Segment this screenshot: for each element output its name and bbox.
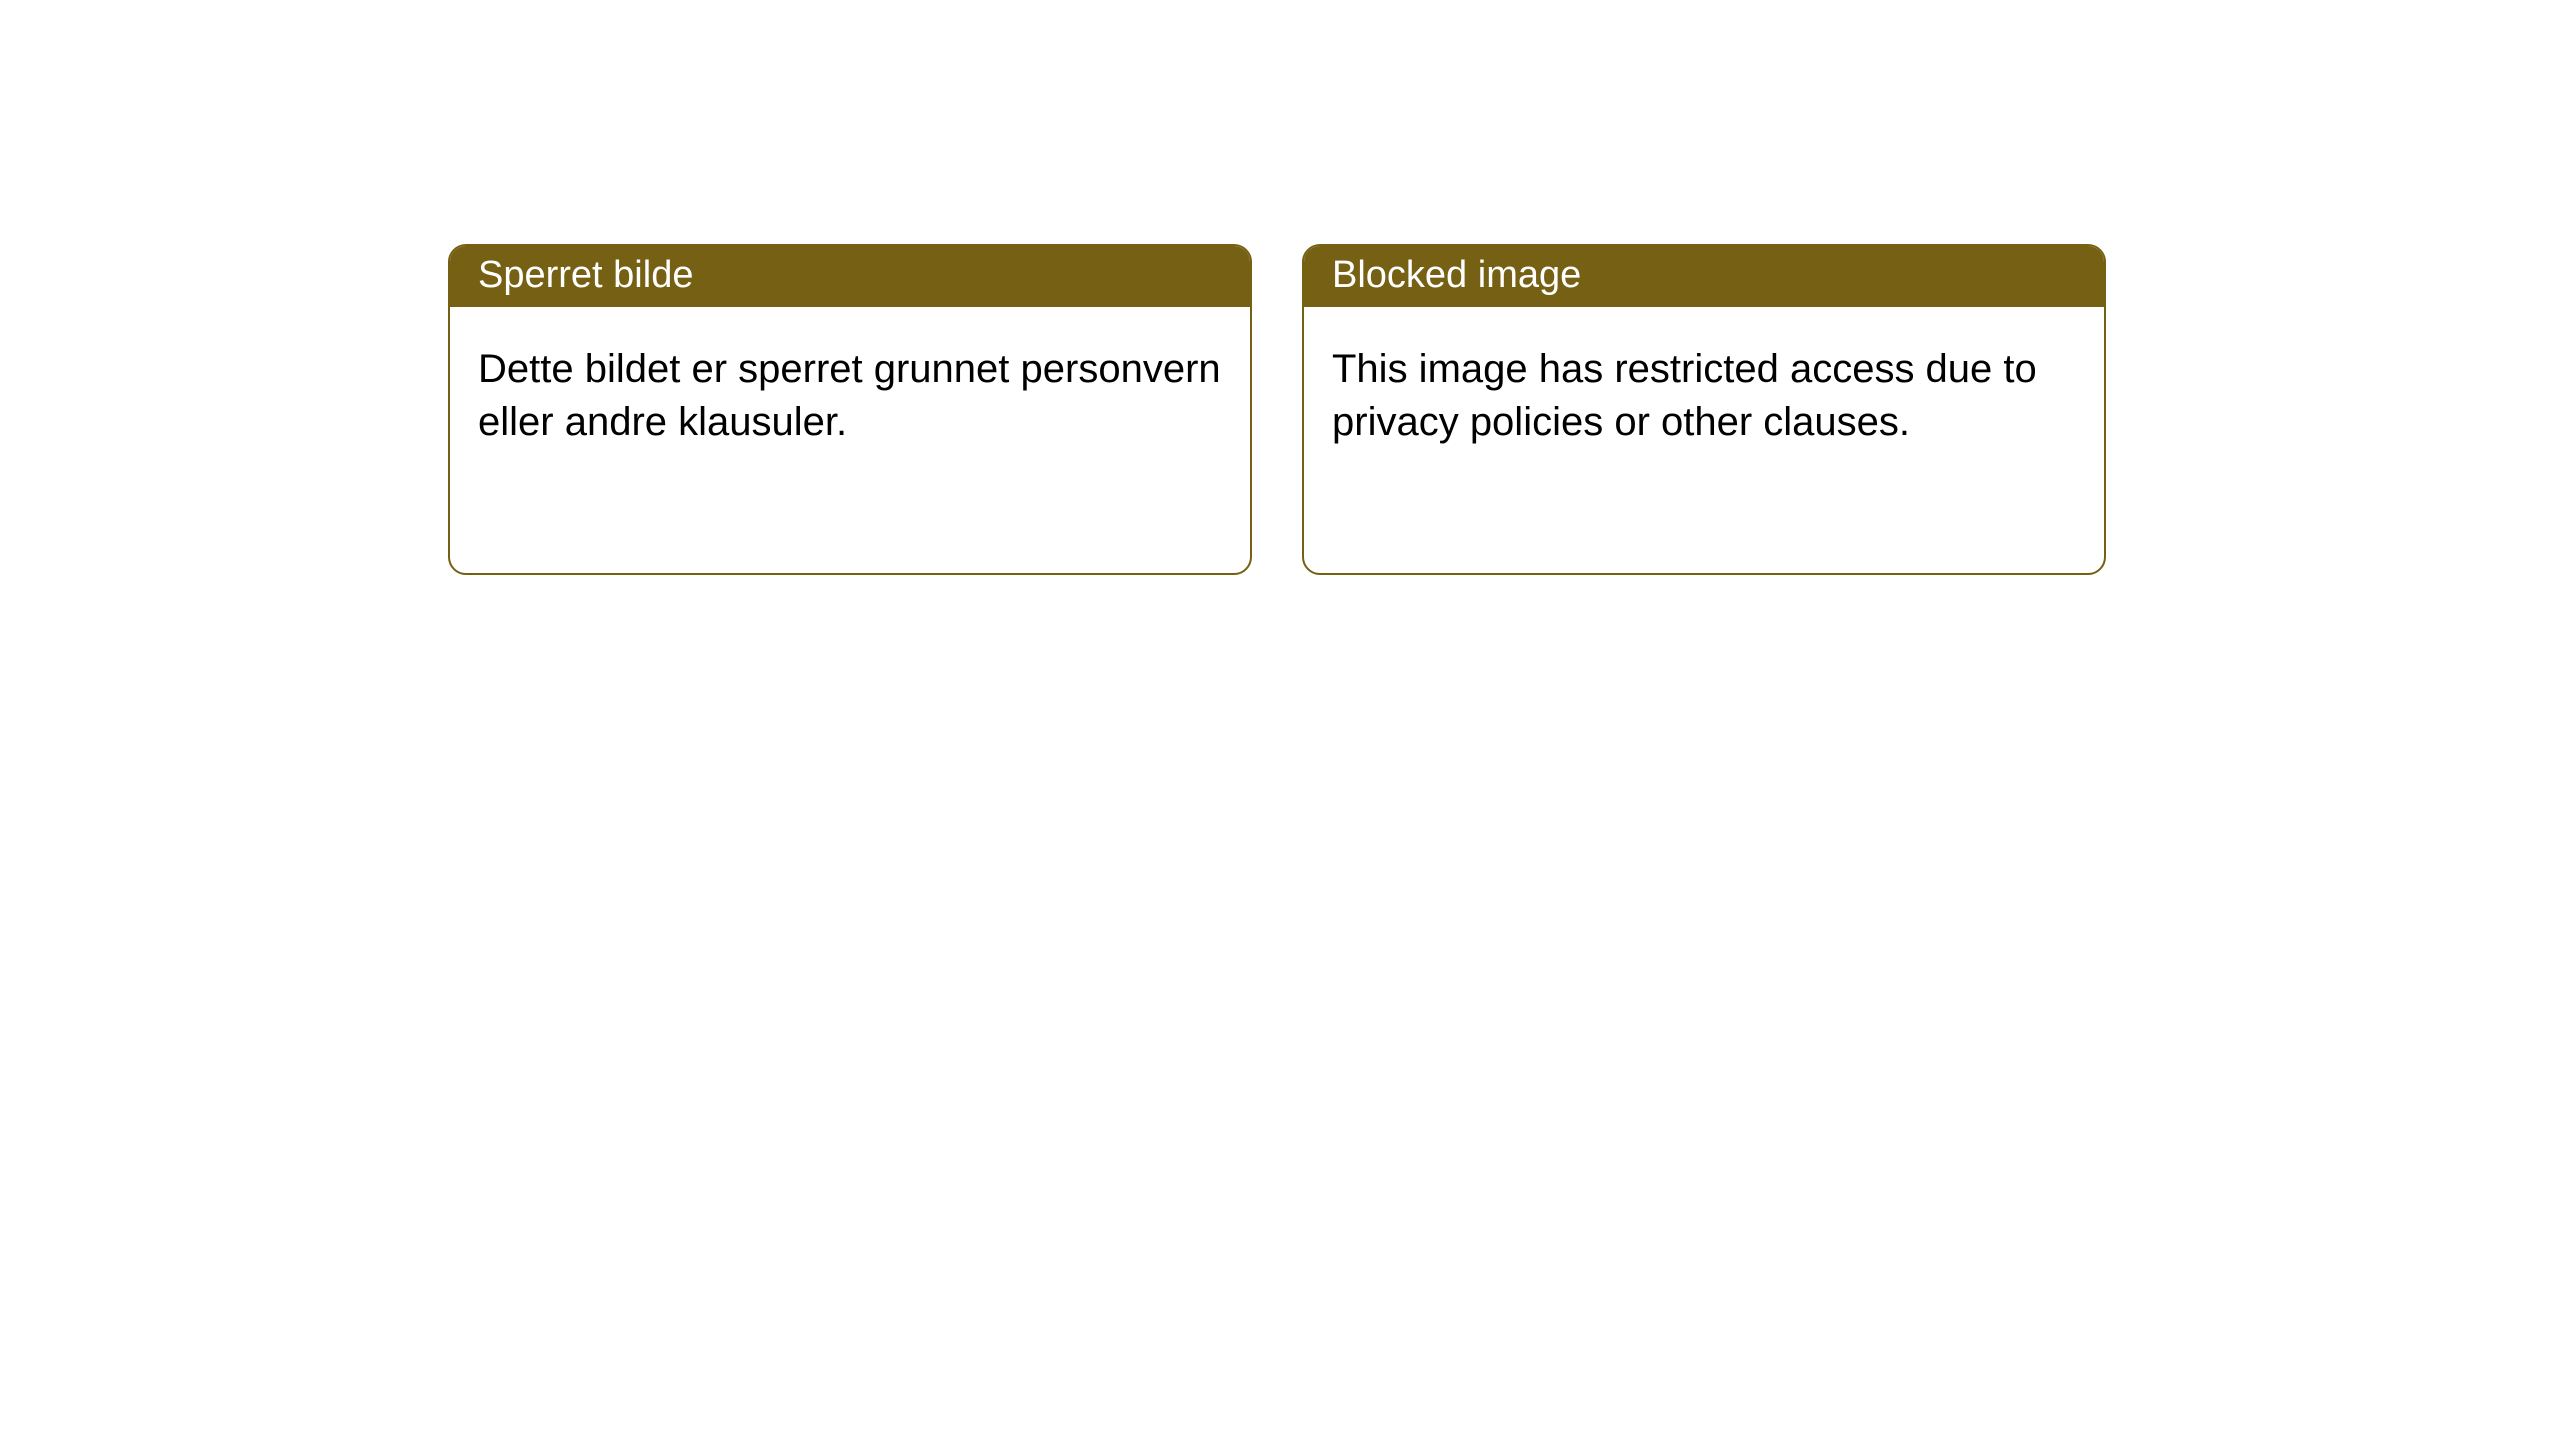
card-header: Sperret bilde — [450, 246, 1250, 307]
card-body-text: Dette bildet er sperret grunnet personve… — [478, 347, 1221, 444]
card-title: Sperret bilde — [478, 254, 693, 296]
notice-card-norwegian: Sperret bilde Dette bildet er sperret gr… — [448, 244, 1252, 575]
card-header: Blocked image — [1304, 246, 2104, 307]
notice-card-english: Blocked image This image has restricted … — [1302, 244, 2106, 575]
card-body: This image has restricted access due to … — [1304, 307, 2104, 573]
card-title: Blocked image — [1332, 254, 1581, 296]
notice-container: Sperret bilde Dette bildet er sperret gr… — [0, 0, 2560, 575]
card-body-text: This image has restricted access due to … — [1332, 347, 2037, 444]
card-body: Dette bildet er sperret grunnet personve… — [450, 307, 1250, 573]
